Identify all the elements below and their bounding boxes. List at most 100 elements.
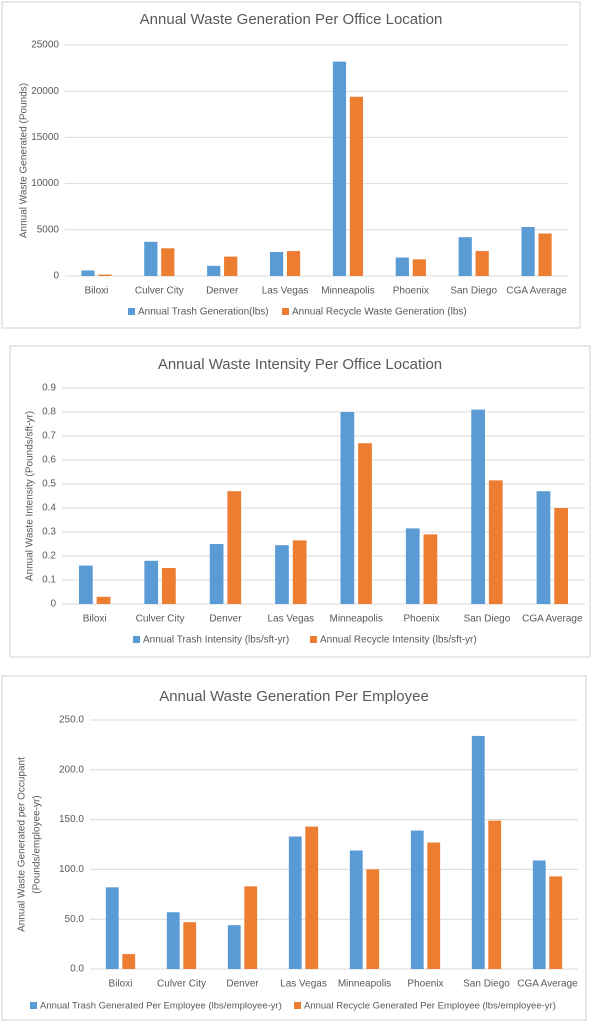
y-tick-label: 25000	[31, 40, 59, 51]
x-tick-label: CGA Average	[517, 979, 578, 990]
x-tick-label: CGA Average	[522, 614, 583, 625]
bar	[349, 96, 364, 276]
bar	[488, 480, 503, 604]
bar	[105, 887, 119, 969]
legend-label: Annual Recycle Intensity (lbs/sft-yr)	[320, 635, 477, 646]
bar	[471, 409, 485, 604]
bar	[427, 842, 441, 969]
x-tick-label: Denver	[206, 286, 239, 297]
x-tick-label: Biloxi	[83, 614, 107, 625]
bar	[395, 257, 409, 276]
x-tick-label: Denver	[209, 614, 242, 625]
bar	[207, 265, 221, 276]
x-tick-label: Minneapolis	[330, 614, 383, 625]
bar	[81, 270, 95, 276]
bar	[144, 241, 158, 276]
legend-label: Annual Recycle Waste Generation (lbs)	[292, 307, 467, 318]
x-tick-label: Las Vegas	[267, 614, 314, 625]
bar	[288, 836, 302, 969]
y-tick-label: 200.0	[59, 764, 84, 775]
legend-label: Annual Trash Intensity (lbs/sft-yr)	[143, 635, 289, 646]
y-axis-label: Annual Waste Intensity (Pounds/sft-yr)	[25, 411, 36, 581]
x-tick-label: Culver City	[157, 979, 206, 990]
bar	[227, 925, 241, 969]
chart-frame	[1, 1, 581, 329]
y-tick-label: 15000	[31, 132, 59, 143]
bar	[536, 491, 551, 604]
bar	[475, 251, 489, 276]
chart-title: Annual Waste Intensity Per Office Locati…	[158, 356, 442, 373]
y-tick-label: 0	[50, 599, 56, 610]
y-tick-label: 0.8	[42, 407, 56, 418]
bar	[166, 912, 180, 969]
bar	[488, 820, 502, 969]
bar	[358, 443, 372, 604]
bar	[183, 922, 197, 969]
x-tick-label: Phoenix	[407, 979, 443, 990]
bar	[412, 259, 426, 276]
x-tick-label: Las Vegas	[262, 286, 309, 297]
y-tick-label: 0.5	[42, 479, 56, 490]
legend-swatch	[128, 308, 135, 315]
bar	[122, 954, 136, 969]
y-tick-label: 10000	[31, 178, 59, 189]
bar	[98, 274, 112, 276]
y-tick-label: 0.9	[42, 383, 56, 394]
bar	[532, 860, 546, 969]
y-tick-label: 0.4	[42, 503, 56, 514]
y-tick-label: 250.0	[59, 715, 84, 726]
x-tick-label: Culver City	[135, 286, 184, 297]
bar	[538, 233, 552, 276]
y-tick-label: 0.6	[42, 455, 56, 466]
y-tick-label: 5000	[37, 224, 60, 235]
legend-swatch	[133, 636, 140, 643]
bar	[224, 256, 238, 276]
y-axis-label: Annual Waste Generated (Pounds)	[19, 83, 30, 238]
x-tick-label: CGA Average	[506, 286, 567, 297]
y-tick-label: 0.1	[42, 575, 56, 586]
bar	[423, 534, 438, 604]
y-tick-label: 0.0	[70, 964, 84, 975]
bar	[292, 540, 307, 604]
bar	[410, 830, 424, 969]
x-tick-label: Phoenix	[403, 614, 439, 625]
x-tick-label: San Diego	[450, 286, 497, 297]
bar	[162, 568, 176, 604]
bar	[286, 251, 301, 276]
legend-swatch	[282, 308, 289, 315]
chart-title: Annual Waste Generation Per Office Locat…	[140, 11, 443, 28]
y-axis-label: Annual Waste Generated per Occupant	[17, 757, 28, 932]
y-tick-label: 100.0	[59, 864, 84, 875]
x-tick-label: Minneapolis	[338, 979, 391, 990]
y-tick-label: 50.0	[65, 914, 85, 925]
x-tick-label: Phoenix	[393, 286, 429, 297]
y-tick-label: 0	[53, 271, 59, 282]
bar	[471, 735, 485, 969]
bar	[521, 227, 535, 276]
x-tick-label: Biloxi	[84, 286, 108, 297]
bar	[349, 850, 363, 969]
bar	[332, 61, 347, 276]
legend-swatch	[294, 1002, 301, 1009]
bar	[144, 560, 159, 604]
x-tick-label: Biloxi	[109, 979, 133, 990]
y-tick-label: 20000	[31, 86, 59, 97]
bar	[405, 528, 420, 604]
legend-swatch	[310, 636, 317, 643]
legend-label: Annual Recycle Generated Per Employee (l…	[304, 1001, 556, 1012]
y-axis-label: (Pounds/employee-yr)	[32, 795, 43, 893]
bar	[458, 237, 472, 276]
bar	[554, 508, 569, 604]
x-tick-label: San Diego	[463, 979, 510, 990]
bar	[549, 876, 563, 969]
bar	[366, 869, 380, 969]
x-tick-label: Denver	[226, 979, 259, 990]
y-tick-label: 150.0	[59, 814, 84, 825]
y-tick-label: 0.2	[42, 551, 56, 562]
x-tick-label: Minneapolis	[321, 286, 374, 297]
bar	[269, 251, 284, 276]
x-tick-label: San Diego	[464, 614, 511, 625]
bar	[78, 565, 93, 604]
bar	[305, 826, 319, 969]
x-tick-label: Las Vegas	[280, 979, 327, 990]
